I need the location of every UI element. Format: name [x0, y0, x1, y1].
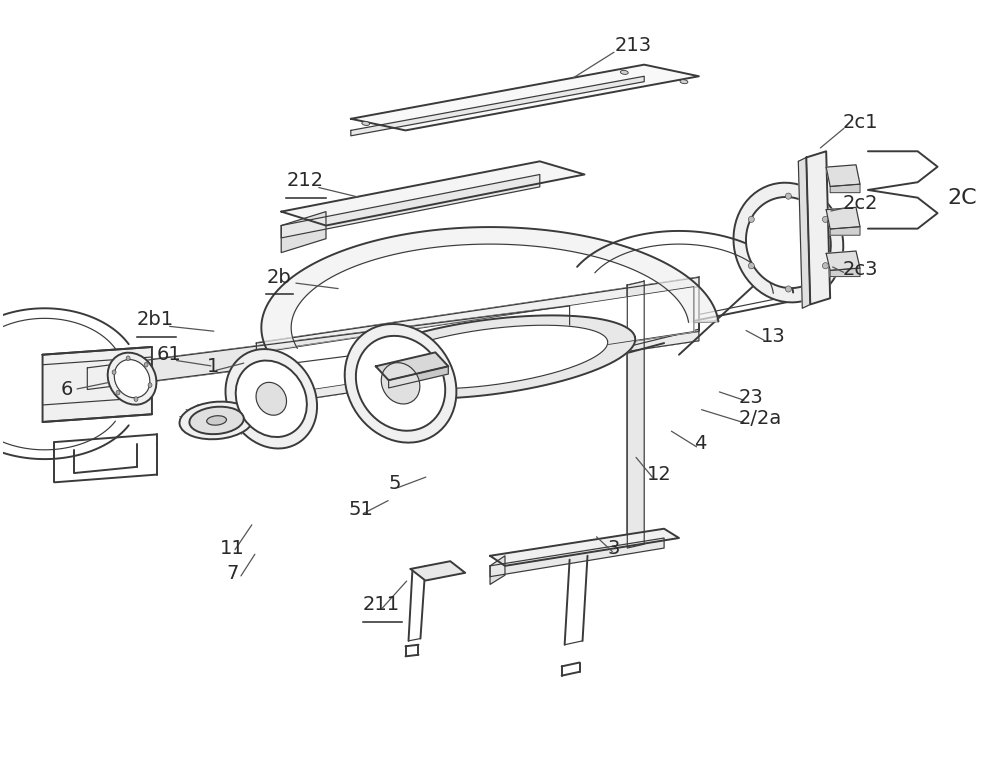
Text: 23: 23 [739, 388, 763, 407]
Ellipse shape [112, 370, 116, 375]
Ellipse shape [189, 407, 244, 434]
Polygon shape [830, 268, 860, 277]
Ellipse shape [356, 336, 445, 431]
Ellipse shape [108, 353, 156, 404]
Polygon shape [806, 151, 830, 305]
Ellipse shape [116, 390, 120, 395]
Polygon shape [490, 538, 664, 576]
Ellipse shape [114, 360, 150, 398]
Text: 2c3: 2c3 [843, 260, 879, 279]
Ellipse shape [236, 361, 307, 437]
Polygon shape [261, 227, 718, 353]
Text: 2c1: 2c1 [843, 113, 879, 132]
Polygon shape [627, 281, 644, 548]
Ellipse shape [748, 263, 754, 269]
Ellipse shape [180, 402, 254, 439]
Text: 2b1: 2b1 [137, 310, 174, 330]
Polygon shape [43, 347, 152, 422]
Text: 3: 3 [607, 538, 620, 558]
Ellipse shape [822, 263, 828, 269]
Polygon shape [87, 306, 570, 390]
Polygon shape [826, 251, 860, 270]
Polygon shape [490, 529, 679, 566]
Polygon shape [351, 76, 644, 136]
Ellipse shape [148, 382, 152, 387]
Polygon shape [372, 325, 608, 389]
Ellipse shape [785, 286, 791, 292]
Polygon shape [256, 332, 699, 407]
Ellipse shape [746, 197, 831, 288]
Ellipse shape [225, 349, 317, 449]
Polygon shape [376, 352, 448, 380]
Polygon shape [261, 287, 694, 397]
Text: 61: 61 [157, 345, 182, 365]
Polygon shape [281, 212, 326, 252]
Ellipse shape [126, 356, 130, 361]
Ellipse shape [144, 362, 148, 367]
Ellipse shape [256, 382, 287, 415]
Text: 213: 213 [614, 36, 651, 55]
Polygon shape [798, 157, 810, 308]
Polygon shape [351, 65, 699, 130]
Ellipse shape [733, 183, 843, 302]
Ellipse shape [680, 79, 688, 83]
Ellipse shape [748, 217, 754, 223]
Polygon shape [411, 561, 465, 580]
Polygon shape [830, 227, 860, 235]
Text: 4: 4 [694, 434, 706, 453]
Text: 6: 6 [60, 380, 73, 399]
Text: 7: 7 [227, 564, 239, 583]
Polygon shape [830, 184, 860, 192]
Polygon shape [256, 277, 699, 352]
Polygon shape [826, 207, 860, 229]
Text: 51: 51 [349, 500, 374, 519]
Ellipse shape [207, 416, 226, 425]
Polygon shape [826, 165, 860, 186]
Polygon shape [389, 366, 448, 388]
Ellipse shape [822, 217, 828, 223]
Ellipse shape [134, 397, 138, 401]
Text: 12: 12 [647, 465, 672, 484]
Text: 2b: 2b [266, 268, 291, 287]
Ellipse shape [785, 193, 791, 199]
Ellipse shape [362, 122, 370, 125]
Polygon shape [490, 555, 505, 584]
Text: 211: 211 [363, 595, 400, 614]
Polygon shape [281, 161, 585, 226]
Text: 2c2: 2c2 [843, 195, 879, 213]
Text: 13: 13 [761, 327, 785, 347]
Text: 11: 11 [220, 538, 244, 558]
Ellipse shape [620, 70, 628, 74]
Text: 2/2a: 2/2a [739, 410, 782, 428]
Polygon shape [281, 174, 540, 238]
Text: 5: 5 [389, 474, 401, 493]
Polygon shape [345, 315, 635, 399]
Text: 1: 1 [207, 357, 219, 375]
Ellipse shape [345, 324, 456, 442]
Text: 212: 212 [286, 171, 323, 190]
Ellipse shape [381, 363, 420, 404]
Text: 2C: 2C [948, 188, 977, 208]
